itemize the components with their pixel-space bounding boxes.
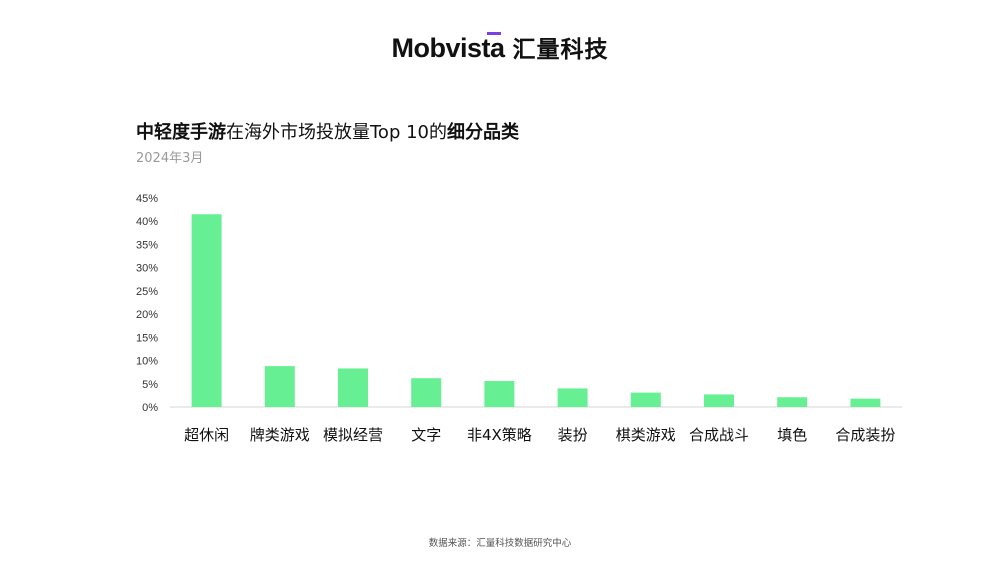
y-tick-label: 25% (136, 286, 158, 298)
x-category-label: 牌类游戏 (250, 426, 310, 444)
x-category-label: 合成装扮 (835, 426, 895, 444)
x-category-label: 非4X策略 (467, 426, 532, 444)
x-category-label: 填色 (777, 426, 807, 444)
y-tick-label: 0% (142, 402, 158, 414)
y-tick-label: 20% (136, 309, 158, 321)
y-tick-label: 45% (136, 193, 158, 205)
x-category-label: 棋类游戏 (616, 426, 676, 444)
x-category-label: 合成战斗 (689, 426, 749, 444)
brand-header: Mobvista 汇量科技 (0, 30, 1000, 64)
bar (191, 214, 222, 407)
bar (850, 398, 881, 407)
logo-wordmark: Mobvista (391, 33, 505, 63)
chart-subtitle: 2024年3月 (136, 151, 204, 166)
y-tick-label: 35% (136, 239, 158, 251)
bar (338, 368, 368, 407)
x-category-label: 超休闲 (184, 426, 229, 444)
brand-logo: Mobvista 汇量科技 (391, 30, 608, 64)
bar (484, 380, 515, 407)
bar (777, 397, 808, 407)
x-category-label: 模拟经营 (323, 426, 383, 444)
bar (630, 392, 661, 407)
title-part-2: 在海外市场投放量Top 10的 (226, 122, 448, 143)
y-tick-label: 40% (136, 216, 158, 228)
logo-chinese-name: 汇量科技 (512, 37, 609, 63)
title-part-3: 细分品类 (447, 122, 520, 143)
bar (704, 394, 734, 407)
x-category-label: 文字 (411, 426, 441, 444)
y-tick-label: 30% (136, 263, 158, 275)
bar (557, 388, 588, 407)
bar (264, 366, 295, 407)
chart-title: 中轻度手游在海外市场投放量Top 10的细分品类 (136, 118, 519, 144)
title-part-1: 中轻度手游 (136, 122, 226, 143)
y-tick-label: 10% (136, 356, 158, 368)
bar (411, 378, 442, 407)
logo-accent-mark (486, 32, 501, 35)
x-category-label: 装扮 (558, 426, 588, 444)
y-tick-label: 5% (142, 379, 158, 391)
data-source-note: 数据来源：汇量科技数据研究中心 (428, 538, 572, 549)
y-tick-label: 15% (136, 332, 158, 344)
